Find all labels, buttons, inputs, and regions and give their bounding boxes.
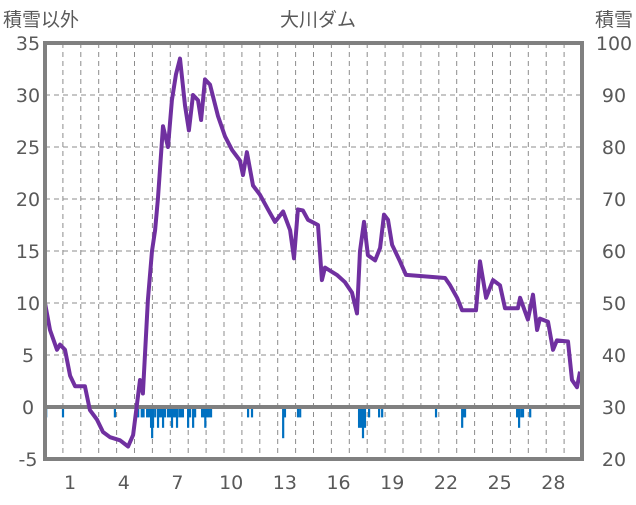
x-axis-ticks: 1 4 7 10 13 16 19 22 25 28 — [64, 472, 565, 494]
x-tick-label: 4 — [118, 472, 130, 494]
x-tick-label: 16 — [326, 472, 350, 494]
bar — [367, 407, 371, 418]
bar — [296, 407, 300, 418]
bar — [140, 407, 143, 418]
right-tick-label: 80 — [602, 137, 626, 159]
bar — [282, 407, 285, 439]
bar — [161, 407, 165, 428]
x-tick-label: 28 — [541, 472, 565, 494]
bar — [520, 407, 523, 418]
bar — [250, 407, 254, 418]
right-tick-label: 100 — [596, 33, 632, 55]
bar — [187, 407, 190, 428]
bar — [168, 407, 172, 418]
x-tick-label: 13 — [273, 472, 297, 494]
bar — [283, 407, 287, 418]
left-tick-label: 25 — [16, 137, 40, 159]
bar — [174, 407, 177, 418]
x-tick-label: 19 — [380, 472, 404, 494]
left-tick-label: 0 — [22, 397, 34, 419]
left-tick-label: 5 — [22, 345, 34, 367]
bar — [188, 407, 192, 418]
bar — [381, 407, 384, 418]
x-tick-label: 25 — [488, 472, 512, 494]
x-tick-label: 7 — [171, 472, 183, 494]
bar — [154, 407, 157, 418]
bar — [204, 407, 207, 428]
right-tick-label: 20 — [602, 449, 626, 471]
bar — [434, 407, 438, 418]
bar — [521, 407, 525, 418]
bar — [181, 407, 185, 418]
bar — [359, 407, 363, 428]
x-tick-label: 10 — [219, 472, 243, 494]
bar — [205, 407, 209, 418]
bar — [146, 407, 149, 418]
line-series — [43, 56, 582, 449]
plot-frame — [43, 41, 584, 461]
bar — [246, 407, 250, 418]
bar — [461, 407, 464, 428]
bar — [163, 407, 167, 418]
left-axis-label: 積雪以外 — [3, 9, 79, 31]
bar — [207, 407, 210, 418]
bar — [299, 407, 302, 418]
right-tick-label: 50 — [602, 293, 626, 315]
bar — [463, 407, 467, 418]
right-tick-label: 40 — [602, 345, 626, 367]
bar — [516, 407, 519, 418]
right-axis-ticks: 20 30 40 50 60 70 80 90 100 — [596, 33, 632, 471]
bar — [156, 407, 160, 428]
left-tick-label: 20 — [16, 189, 40, 211]
left-tick-label: 10 — [16, 293, 40, 315]
left-tick-label: 30 — [16, 85, 40, 107]
bar — [200, 407, 204, 418]
right-tick-label: 90 — [602, 85, 626, 107]
bar — [151, 407, 155, 428]
bar — [170, 407, 174, 428]
x-tick-label: 22 — [434, 472, 458, 494]
bar — [363, 407, 367, 428]
bar — [517, 407, 521, 428]
bar — [172, 407, 176, 418]
bar — [178, 407, 181, 418]
gridlines — [45, 43, 582, 459]
bar — [147, 407, 151, 418]
left-tick-label: 15 — [16, 241, 40, 263]
right-tick-label: 60 — [602, 241, 626, 263]
bar — [202, 407, 206, 418]
right-tick-label: 30 — [602, 397, 626, 419]
bar — [357, 407, 361, 428]
bar — [61, 407, 65, 418]
bar — [166, 407, 170, 418]
bar — [529, 407, 532, 418]
bar — [180, 407, 183, 418]
bar — [194, 407, 197, 418]
bar — [361, 407, 365, 439]
right-axis-label: 積雪 — [595, 9, 633, 31]
left-tick-label: 35 — [16, 33, 40, 55]
bar — [137, 407, 140, 418]
x-tick-label: 1 — [64, 472, 76, 494]
bar — [113, 407, 117, 418]
bar — [160, 407, 163, 418]
bar — [175, 407, 179, 428]
bar — [192, 407, 195, 428]
right-tick-label: 70 — [602, 189, 626, 211]
bar — [142, 407, 145, 418]
bar — [209, 407, 213, 418]
bar-series — [45, 407, 532, 439]
left-axis-ticks: -5 0 5 10 15 20 25 30 35 — [16, 33, 40, 471]
bar — [378, 407, 381, 418]
left-tick-label: -5 — [19, 449, 38, 471]
bar — [158, 407, 161, 418]
chart-title: 大川ダム — [280, 9, 356, 31]
